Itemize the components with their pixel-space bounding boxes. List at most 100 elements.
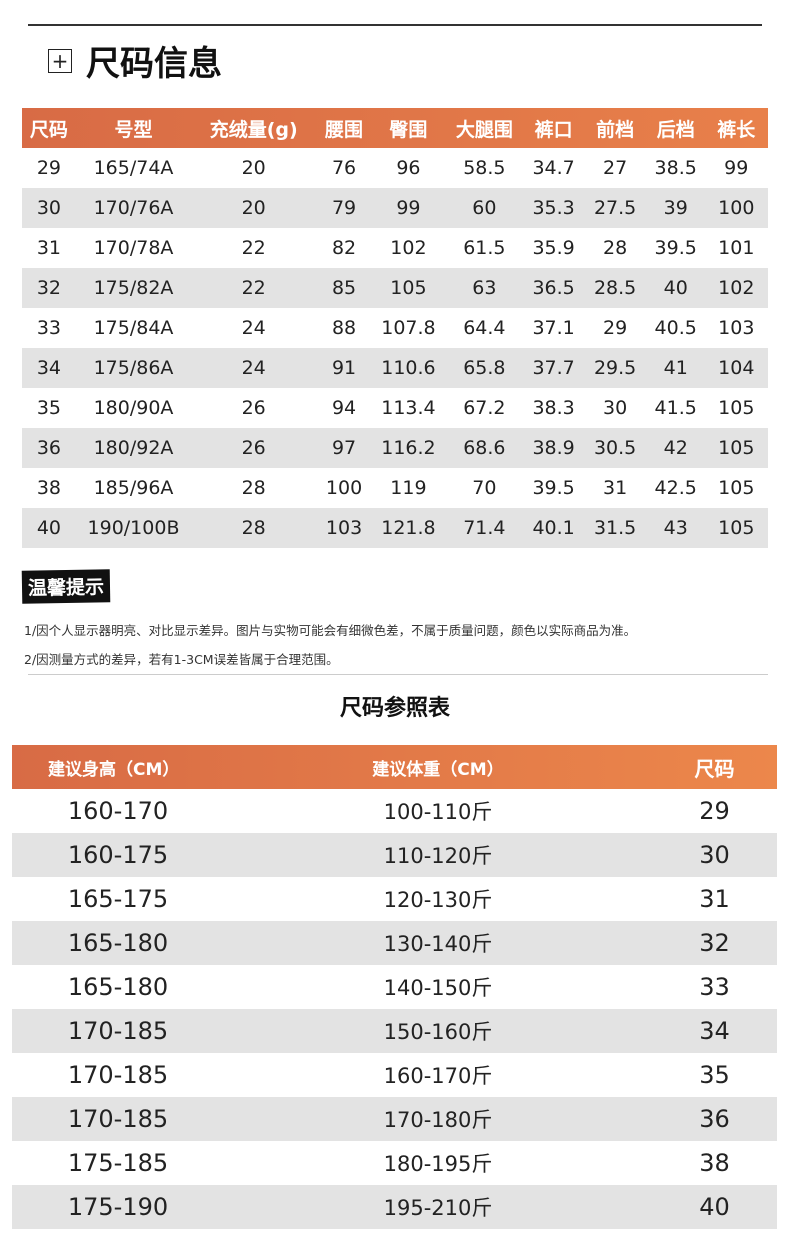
column-header: 裤长 [717,118,756,141]
table-cell: 35 [36,397,61,419]
table-row: 40 190/100B 28 103 121.8 71.4 40.1 31.5 43 105 [22,508,768,548]
table-cell: 24 [241,357,266,379]
table-cell: 30 [699,841,730,869]
table-cell: 170/78A [93,237,174,259]
table-row: 29 165/74A 20 76 96 58.5 34.7 27 38.5 99 [22,148,768,188]
table-cell: 107.8 [381,317,436,339]
table-cell: 30.5 [593,437,637,459]
table-cell: 29 [603,317,628,339]
table-cell: 140-150斤 [383,976,493,1000]
top-divider [28,24,762,26]
table-cell: 102 [390,237,427,259]
table-cell: 175-185 [67,1149,169,1177]
plus-box-icon: + [48,48,72,73]
table-cell: 27.5 [593,197,637,219]
table-cell: 175/82A [93,277,174,299]
table-cell: 103 [718,317,755,339]
column-header: 号型 [114,118,153,141]
section-title: 尺码信息 [86,44,222,84]
table-cell: 27 [603,157,628,179]
table-cell: 31.5 [593,517,637,539]
table-row: 35 180/90A 26 94 113.4 67.2 38.3 30 41.5 105 [22,388,768,428]
table-cell: 165-180 [67,973,169,1001]
table-cell: 36.5 [532,277,575,299]
table-cell: 101 [718,237,755,259]
table-cell: 165-180 [67,929,169,957]
table-row: 31 170/78A 22 82 102 61.5 35.9 28 39.5 101 [22,228,768,268]
table-cell: 31 [36,237,61,259]
table-cell: 37.1 [532,317,575,339]
column-header: 后档 [656,118,695,141]
table-cell: 94 [331,397,357,419]
table-cell: 40 [699,1193,730,1221]
table-cell: 100-110斤 [383,800,493,824]
table-cell: 110-120斤 [383,844,493,868]
table-cell: 29 [699,797,730,825]
column-header: 大腿围 [455,118,513,141]
table-cell: 120-130斤 [383,888,493,912]
table-cell: 100 [325,477,363,499]
table-cell: 102 [718,277,755,299]
reference-row: 165-180 140-150斤 33 [12,965,777,1009]
table-cell: 58.5 [463,157,506,179]
table-cell: 170-185 [67,1061,169,1089]
table-row: 33 175/84A 24 88 107.8 64.4 37.1 29 40.5 103 [22,308,768,348]
table-cell: 165-175 [67,885,169,913]
section-header: + 尺码信息 [48,36,222,85]
size-reference-table: 建议身高（CM） 建议体重（CM） 尺码 160-170 100-110斤 29 160-1… [12,745,777,1229]
table-cell: 67.2 [463,397,506,419]
table-cell: 29.5 [593,357,637,379]
table-cell: 41.5 [654,397,697,419]
table-cell: 68.6 [463,437,506,459]
table-cell: 105 [718,517,755,539]
table-cell: 119 [390,477,427,499]
table-cell: 97 [331,437,357,459]
table-row: 38 185/96A 28 100 119 70 39.5 31 42.5 105 [22,468,768,508]
table-cell: 38.5 [654,157,697,179]
table-cell: 32 [699,929,730,957]
table-cell: 76 [331,157,357,179]
table-cell: 82 [331,237,357,259]
table-cell: 175/84A [93,317,174,339]
table-cell: 40.5 [654,317,697,339]
table-cell: 103 [325,517,363,539]
table-row: 32 175/82A 22 85 105 63 36.5 28.5 40 102 [22,268,768,308]
table-cell: 36 [36,437,61,459]
table-cell: 170-185 [67,1017,169,1045]
table-cell: 61.5 [463,237,506,259]
table-cell: 30 [603,397,628,419]
reference-row: 170-185 160-170斤 35 [12,1053,777,1097]
table-row: 34 175/86A 24 91 110.6 65.8 37.7 29.5 41 104 [22,348,768,388]
reference-title: 尺码参照表 [339,696,450,721]
table-cell: 99 [396,197,421,219]
table-cell: 31 [603,477,628,499]
table-cell: 105 [718,437,755,459]
table-cell: 20 [241,197,266,219]
table-cell: 22 [241,277,266,299]
table-cell: 38.9 [532,437,575,459]
size-info-table: 尺码 号型 充绒量(g) 腰围 臀围 大腿围 裤口 前档 后档 裤长 29 165/74A 20 76 96… [22,108,768,548]
table-cell: 70 [472,477,497,499]
table-row: 36 180/92A 26 97 116.2 68.6 38.9 30.5 42 105 [22,428,768,468]
table-cell: 26 [241,397,266,419]
table-cell: 22 [241,237,266,259]
column-header: 尺码 [694,756,735,781]
table-cell: 104 [718,357,755,379]
table-cell: 170/76A [93,197,174,219]
table-cell: 34 [36,357,61,379]
table-cell: 28 [241,477,266,499]
table-cell: 175/86A [93,357,174,379]
table-cell: 34.7 [532,157,575,179]
table-cell: 180-195斤 [383,1152,493,1176]
column-header: 建议体重（CM） [372,759,504,780]
table-cell: 35.9 [532,237,575,259]
table-cell: 105 [718,477,755,499]
table-cell: 24 [241,317,266,339]
table-cell: 100 [718,197,755,219]
reference-row: 170-185 150-160斤 34 [12,1009,777,1053]
table-cell: 60 [472,197,497,219]
table-cell: 37.7 [532,357,575,379]
table-cell: 170-180斤 [383,1108,493,1132]
table-cell: 130-140斤 [383,932,493,956]
table-header-row: 尺码 号型 充绒量(g) 腰围 臀围 大腿围 裤口 前档 后档 裤长 [22,108,768,148]
